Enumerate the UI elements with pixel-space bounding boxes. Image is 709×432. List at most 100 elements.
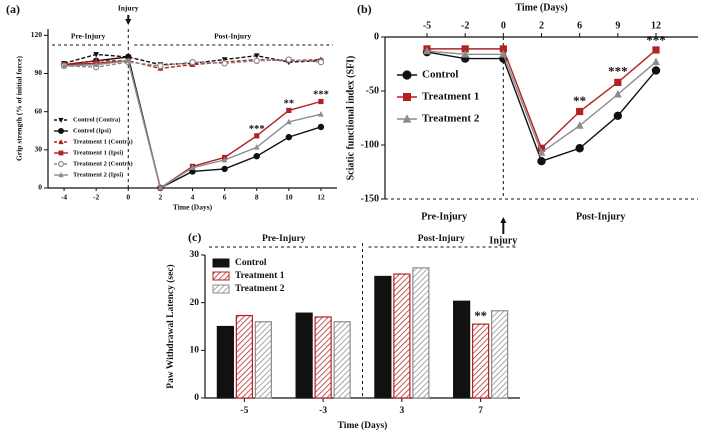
marker [157,184,164,191]
marker [423,46,431,55]
marker [58,117,64,123]
marker [575,121,584,129]
marker [402,114,412,123]
panel-label: (b) [357,2,372,16]
bar [453,300,471,399]
legend-label: Treatment 1 (Contra) [73,138,133,145]
marker [576,107,584,116]
legend-label: Treatment 2 [235,284,285,294]
region-label: Post-Injury [576,211,625,222]
marker [651,66,661,75]
y-tick-label: 0 [194,393,199,403]
marker [253,152,260,160]
marker [499,49,508,58]
region-label: Pre-Injury [71,32,106,41]
marker [57,161,64,168]
marker [652,57,660,66]
significance-label: *** [646,32,666,47]
bar [314,316,332,399]
x-tick-label: 0 [501,20,506,31]
marker [537,144,546,152]
bar [491,310,509,399]
x-tick-label: -4 [61,193,67,202]
y-tick-label: 60 [35,106,43,115]
y-tick-label: 0 [38,183,42,192]
x-tick-label: -2 [461,20,469,31]
significance-label: *** [313,90,329,101]
series-line [63,53,321,66]
marker [402,70,412,80]
marker [58,150,64,156]
x-tick-label: -5 [240,406,248,416]
legend-label: Treatment 1 [235,271,285,281]
x-tick-label: 8 [255,193,259,202]
legend-label: Treatment 1 (Ipsi) [73,149,123,156]
marker [461,45,469,53]
arrow-head [500,217,507,223]
y-tick-label: -50 [366,85,379,96]
y-axis-title: Grip strength (% of initial force) [15,56,24,161]
x-tick-label: 0 [126,193,130,202]
marker [93,52,100,58]
legend-label: Control [235,258,267,268]
x-tick-label: 9 [615,20,620,31]
marker [189,58,196,66]
marker [221,156,228,163]
region-label: Post-Injury [214,32,251,41]
marker [221,165,228,173]
y-tick-label: 30 [35,145,43,154]
bar [254,321,272,399]
marker [221,60,228,67]
region-label: Pre-Injury [262,234,306,244]
x-axis-title: Time (Days) [515,2,567,13]
x-tick-label: 4 [191,193,195,202]
x-tick-label: 12 [651,20,661,31]
arrow-head [125,19,132,25]
y-tick-label: 10 [190,346,200,356]
x-tick-label: 6 [223,193,227,202]
bar [412,267,430,399]
x-tick-label: 2 [539,20,544,31]
region-label: Post-Injury [418,234,465,244]
y-tick-label: 120 [31,30,43,39]
significance-label: *** [249,124,265,135]
legend-label: Control (Ipsi) [73,127,111,134]
x-axis-title: Time (Days) [173,203,213,212]
marker [403,93,411,101]
marker [318,111,324,117]
bar [333,321,351,399]
marker [58,139,64,145]
marker [254,133,260,139]
marker [317,58,325,66]
legend-label: Treatment 2 (Contra) [73,160,133,167]
bar [235,314,253,399]
x-tick-label: 2 [159,193,163,202]
marker [61,62,67,69]
marker [58,172,64,178]
marker [537,148,546,156]
y-tick-label: -150 [361,193,379,204]
bar [472,323,490,399]
panel-label: (a) [6,2,20,16]
x-tick-label: 7 [478,406,483,416]
injury-label: Injury [118,4,139,13]
x-tick-label: 3 [400,406,405,416]
injury-label: Injury [489,235,517,246]
marker [317,123,325,131]
marker [93,61,100,67]
x-tick-label: 10 [285,193,293,202]
legend-label: Treatment 2 (Ipsi) [73,171,123,178]
x-tick-label: -3 [319,406,327,416]
legend-label: Treatment 1 [422,91,479,103]
bar [295,312,313,399]
x-axis-title: Time (Days) [338,420,388,431]
marker [286,107,292,114]
legend-label: Control (Contra) [73,116,120,123]
x-tick-label: -2 [93,193,99,202]
legend-swatch [212,284,230,294]
marker [499,45,507,53]
marker [157,62,164,70]
marker [57,128,64,135]
region-label: Pre-Injury [421,211,467,222]
